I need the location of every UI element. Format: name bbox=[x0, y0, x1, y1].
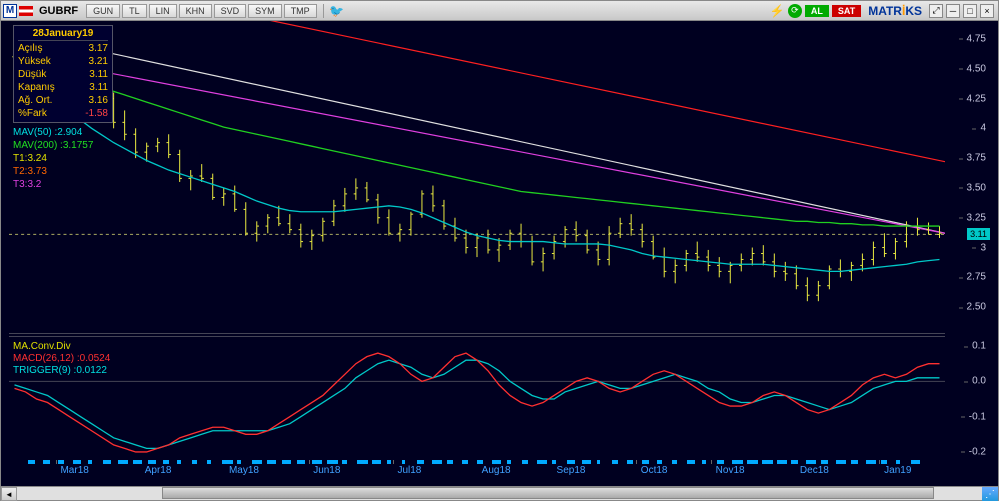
macd-label-row: MA.Conv.Div bbox=[13, 341, 110, 353]
maximize-button[interactable]: □ bbox=[963, 4, 977, 18]
lightning-icon[interactable]: ⚡ bbox=[770, 4, 785, 18]
titlebar: M GUBRF GUNTLLINKHNSVDSYMTMP 🐦 ⚡ ⟳ AL SA… bbox=[1, 1, 998, 21]
refresh-icon[interactable]: ⟳ bbox=[788, 4, 802, 18]
xaxis-label: Dec18 bbox=[800, 465, 829, 476]
price-yaxis: 2.502.7533.253.503.7544.254.504.753.11 bbox=[945, 21, 990, 331]
khn-button[interactable]: KHN bbox=[179, 4, 212, 18]
lin-button[interactable]: LIN bbox=[149, 4, 177, 18]
twitter-icon[interactable]: 🐦 bbox=[330, 4, 344, 18]
indicator-row: MAV(200) :3.1757 bbox=[13, 139, 93, 152]
xaxis-label: May18 bbox=[229, 465, 259, 476]
flag-icon bbox=[19, 6, 33, 16]
data-row: %Fark-1.58 bbox=[18, 107, 108, 120]
sell-button[interactable]: SAT bbox=[832, 5, 861, 17]
xaxis-label: Sep18 bbox=[557, 465, 586, 476]
data-row: Açılış3.17 bbox=[18, 42, 108, 55]
data-box-date: 28January19 bbox=[18, 28, 108, 41]
close-button[interactable]: × bbox=[980, 4, 994, 18]
scroll-track[interactable] bbox=[17, 487, 982, 500]
buy-button[interactable]: AL bbox=[805, 5, 829, 17]
scroll-thumb[interactable] bbox=[162, 487, 934, 499]
tmp-button[interactable]: TMP bbox=[284, 4, 317, 18]
brand-label: MATRİKS bbox=[864, 4, 926, 18]
tl-button[interactable]: TL bbox=[122, 4, 147, 18]
ohlc-data-box: 28January19 Açılış3.17Yüksek3.21Düşük3.1… bbox=[13, 25, 113, 123]
minimize-button[interactable]: ─ bbox=[946, 4, 960, 18]
scroll-left-button[interactable]: ◄ bbox=[1, 487, 17, 501]
ticker-symbol: GUBRF bbox=[35, 5, 82, 17]
data-row: Yüksek3.21 bbox=[18, 55, 108, 68]
data-row: Kapanış3.11 bbox=[18, 81, 108, 94]
xaxis-label: Aug18 bbox=[482, 465, 511, 476]
data-row: Düşük3.11 bbox=[18, 68, 108, 81]
resize-grip[interactable]: ⋰ bbox=[982, 487, 998, 501]
macd-legend: MA.Conv.DivMACD(26,12) :0.0524TRIGGER(9)… bbox=[13, 341, 110, 377]
sym-button[interactable]: SYM bbox=[248, 4, 282, 18]
indicator-row: T2:3.73 bbox=[13, 165, 93, 178]
macd-label-row: TRIGGER(9) :0.0122 bbox=[13, 365, 110, 377]
xaxis-label: Jan19 bbox=[884, 465, 911, 476]
xaxis-label: Jun18 bbox=[313, 465, 340, 476]
xaxis-label: Apr18 bbox=[145, 465, 172, 476]
svd-button[interactable]: SVD bbox=[214, 4, 247, 18]
current-price-marker: 3.11 bbox=[967, 228, 990, 240]
macd-chart[interactable]: MA.Conv.DivMACD(26,12) :0.0524TRIGGER(9)… bbox=[9, 339, 945, 459]
indicator-row: T3:3.2 bbox=[13, 178, 93, 191]
xaxis-label: Oct18 bbox=[641, 465, 668, 476]
xaxis-label: Nov18 bbox=[716, 465, 745, 476]
macd-label-row: MACD(26,12) :0.0524 bbox=[13, 353, 110, 365]
indicator-legend: MAV(50) :2.904MAV(200) :3.1757T1:3.24T2:… bbox=[13, 126, 93, 191]
app-icon: M bbox=[3, 4, 17, 18]
indicator-row: MAV(50) :2.904 bbox=[13, 126, 93, 139]
price-chart[interactable]: 28January19 Açılış3.17Yüksek3.21Düşük3.1… bbox=[9, 21, 945, 331]
xaxis-label: Mar18 bbox=[60, 465, 88, 476]
data-row: Ağ. Ort.3.16 bbox=[18, 94, 108, 107]
xaxis-label: Jul18 bbox=[397, 465, 421, 476]
macd-yaxis: -0.2-0.10.00.1 bbox=[945, 339, 990, 459]
gun-button[interactable]: GUN bbox=[86, 4, 120, 18]
chart-window: M GUBRF GUNTLLINKHNSVDSYMTMP 🐦 ⚡ ⟳ AL SA… bbox=[0, 0, 999, 501]
expand-button[interactable]: ⤢ bbox=[929, 4, 943, 18]
horizontal-scrollbar[interactable]: ◄ ► ⋰ bbox=[1, 486, 998, 500]
chart-area: 28January19 Açılış3.17Yüksek3.21Düşük3.1… bbox=[9, 21, 990, 480]
date-xaxis: Mar18 Apr18 May18 Jun18 Jul18 Aug18 Sep18 Oct18… bbox=[9, 460, 945, 480]
indicator-row: T1:3.24 bbox=[13, 152, 93, 165]
